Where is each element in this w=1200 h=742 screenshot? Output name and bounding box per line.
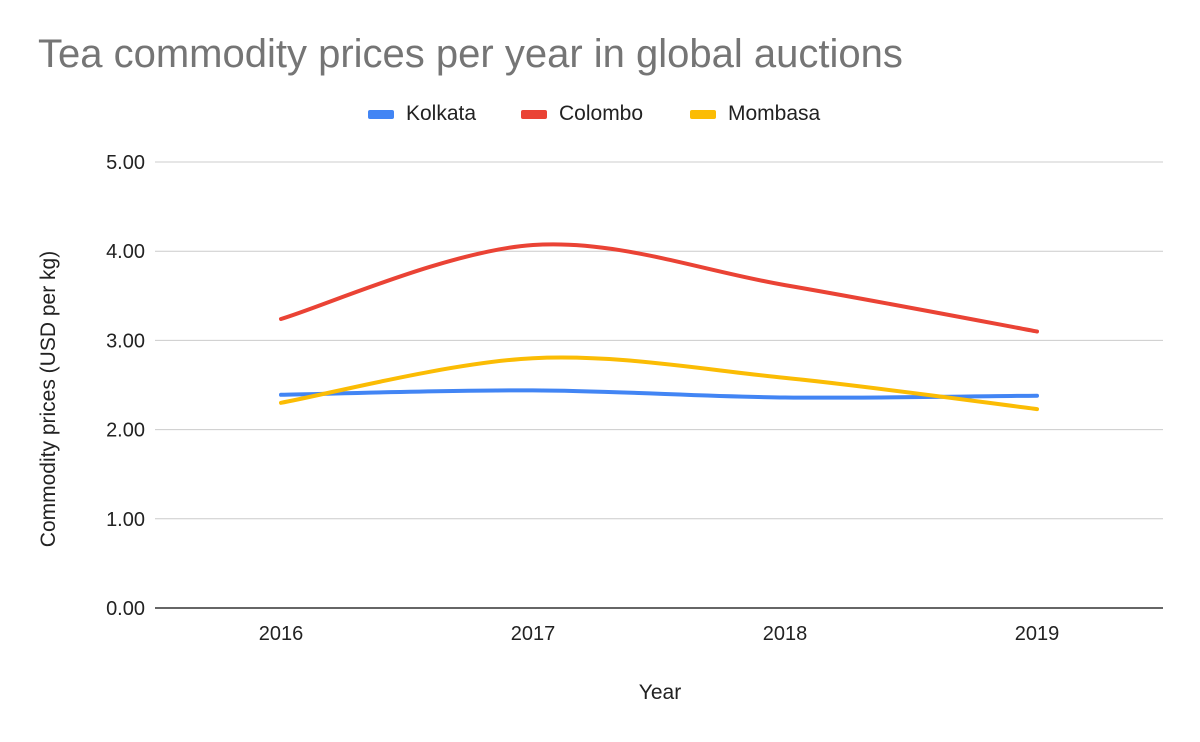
legend-item-colombo[interactable]: Colombo — [521, 100, 643, 128]
x-tick-label: 2019 — [1015, 623, 1060, 645]
y-tick-label: 3.00 — [106, 330, 145, 352]
y-tick-label: 5.00 — [106, 152, 145, 174]
y-axis-title: Commodity prices (USD per kg) — [37, 251, 60, 547]
legend-label-mombasa: Mombasa — [728, 102, 821, 125]
legend: Kolkata Colombo Mombasa — [0, 100, 1200, 128]
legend-label-kolkata: Kolkata — [406, 102, 477, 125]
legend-item-mombasa[interactable]: Mombasa — [690, 100, 820, 128]
chart-title: Tea commodity prices per year in global … — [38, 32, 903, 76]
legend-swatch-kolkata — [368, 109, 394, 119]
y-tick-label: 0.00 — [106, 598, 145, 620]
series-line-kolkata[interactable] — [279, 388, 1039, 400]
legend-swatch-mombasa — [690, 109, 716, 119]
x-axis-title: Year — [639, 681, 681, 704]
y-tick-label: 4.00 — [106, 241, 145, 263]
series-line-colombo[interactable] — [279, 242, 1039, 334]
series-line-mombasa[interactable] — [279, 355, 1039, 412]
x-tick-label: 2016 — [259, 623, 304, 645]
legend-swatch-colombo — [521, 109, 547, 119]
y-tick-label: 2.00 — [106, 420, 145, 442]
legend-item-kolkata[interactable]: Kolkata — [368, 100, 476, 128]
x-tick-label: 2018 — [763, 623, 808, 645]
y-tick-label: 1.00 — [106, 509, 145, 531]
x-tick-label: 2017 — [511, 623, 556, 645]
legend-label-colombo: Colombo — [559, 102, 644, 125]
